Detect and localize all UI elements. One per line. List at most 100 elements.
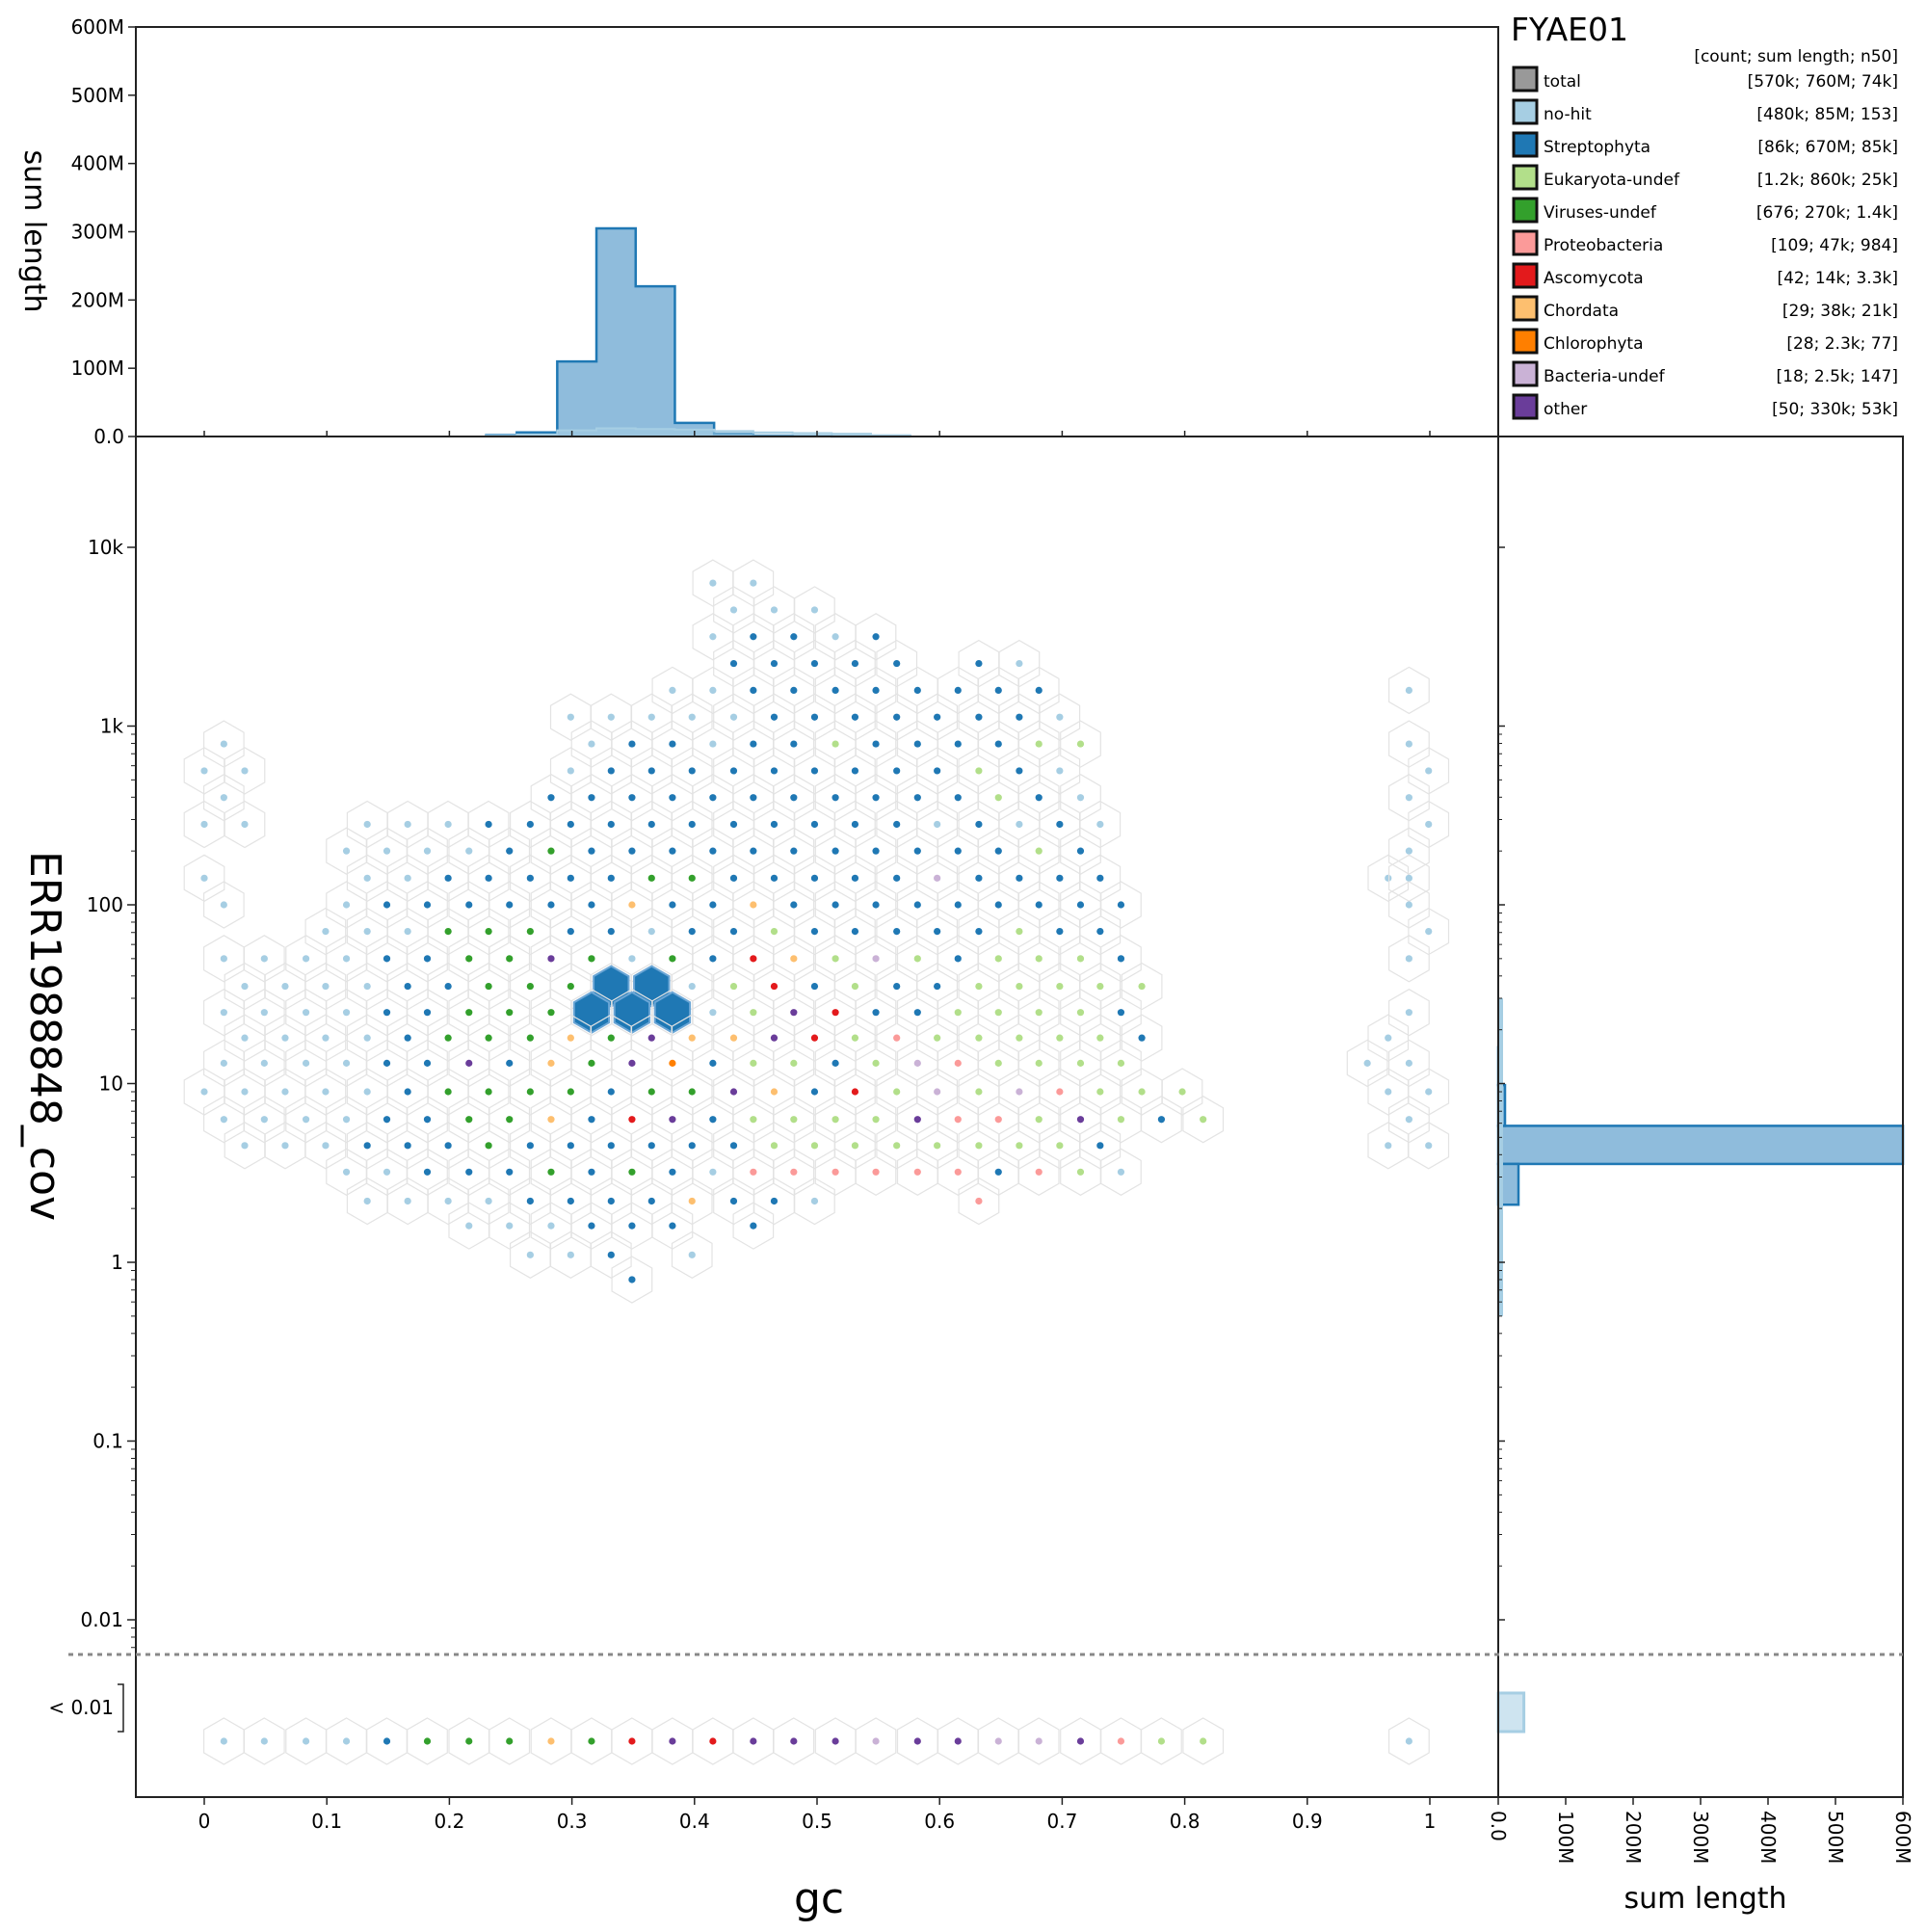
hex-marker	[709, 847, 717, 855]
hex-marker	[302, 955, 310, 963]
hex-marker	[404, 1197, 411, 1205]
hex-marker	[669, 1222, 676, 1230]
hex-marker	[934, 767, 941, 775]
hex-marker	[851, 659, 859, 668]
hex-marker	[709, 633, 717, 641]
hex-marker	[628, 901, 636, 909]
hex-marker	[383, 847, 391, 855]
hex-marker	[302, 1059, 310, 1067]
y-tick-label: 1	[111, 1251, 123, 1274]
hex-marker	[1138, 1088, 1146, 1096]
top-y-tick-label: 300M	[71, 221, 124, 244]
hex-marker	[647, 927, 655, 936]
hex-marker	[547, 1059, 555, 1067]
hex-marker	[832, 740, 839, 748]
hex-marker	[1425, 820, 1433, 829]
hex-marker	[790, 794, 798, 802]
hex-marker	[444, 820, 452, 829]
hex-marker	[975, 1034, 983, 1042]
hex-marker	[1056, 713, 1064, 721]
hex-cell	[224, 800, 266, 849]
hex-marker	[832, 794, 839, 802]
hex-marker	[465, 1059, 473, 1067]
hex-marker	[750, 794, 757, 802]
hex-marker	[1157, 1737, 1166, 1745]
hex-marker	[893, 713, 901, 721]
hex-marker	[851, 927, 859, 936]
hex-marker	[688, 1088, 696, 1096]
legend: FYAE01 [count; sum length; n50] total [570k…	[1511, 11, 1898, 420]
hex-marker	[423, 1168, 432, 1176]
hex-marker	[1035, 794, 1043, 802]
x-tick-label: 1	[1424, 1810, 1437, 1833]
hex-marker	[1076, 1116, 1085, 1124]
hex-marker	[893, 820, 901, 829]
hex-marker	[1035, 1009, 1043, 1017]
hex-marker	[485, 1088, 492, 1096]
legend-swatch	[1512, 295, 1539, 322]
hex-marker	[893, 927, 901, 936]
hex-marker	[647, 713, 655, 721]
hex-marker	[934, 1034, 941, 1042]
hex-marker	[1117, 1059, 1125, 1067]
hex-marker	[588, 1222, 595, 1230]
x-axis-label: gc	[794, 1874, 844, 1923]
hex-marker	[567, 1251, 574, 1258]
hex-marker	[363, 1142, 371, 1150]
hex-marker	[628, 740, 636, 748]
hex-marker	[342, 1116, 351, 1124]
legend-swatch	[1512, 393, 1539, 420]
hex-cell	[855, 989, 897, 1037]
hex-cell	[488, 1717, 531, 1765]
hex-marker	[1016, 659, 1023, 668]
hex-cell	[203, 881, 245, 929]
hex-marker	[709, 1168, 717, 1176]
hex-marker	[1425, 1142, 1433, 1150]
top-hist-streptophyta-area	[486, 227, 911, 437]
hex-cell	[1039, 747, 1081, 795]
hex-marker	[526, 1034, 534, 1042]
hex-marker	[810, 927, 819, 936]
hex-marker	[547, 794, 555, 802]
hex-marker	[588, 1059, 595, 1067]
hex-marker	[893, 982, 901, 991]
hex-marker	[444, 982, 452, 991]
hex-cell	[1367, 1014, 1410, 1062]
hex-marker	[485, 927, 492, 936]
hex-marker	[934, 927, 941, 936]
hex-marker	[729, 1034, 738, 1042]
hex-marker	[810, 659, 819, 668]
hex-marker	[260, 955, 268, 963]
hex-marker	[954, 847, 962, 855]
hex-marker	[994, 794, 1002, 802]
hex-marker	[729, 1142, 738, 1150]
hex-marker	[423, 1116, 432, 1124]
hex-marker	[444, 1197, 452, 1205]
right-hist-bar	[1496, 1125, 1905, 1166]
hex-marker	[954, 1168, 962, 1176]
hex-marker	[1076, 847, 1085, 855]
hex-marker	[404, 1142, 411, 1150]
hex-cell	[1017, 1717, 1060, 1765]
hex-marker	[526, 927, 534, 936]
hex-marker	[994, 901, 1002, 909]
legend-swatch	[1512, 98, 1539, 125]
hex-marker	[1405, 1737, 1412, 1745]
hex-marker	[954, 1737, 962, 1745]
hex-marker	[709, 1737, 717, 1745]
hex-marker	[770, 1088, 779, 1096]
hex-cell	[488, 1202, 531, 1250]
hex-marker	[810, 1197, 819, 1205]
hex-marker	[423, 847, 432, 855]
hex-marker	[404, 927, 411, 936]
hex-marker	[647, 1034, 655, 1042]
hex-cell	[243, 1717, 285, 1765]
hex-marker	[444, 1088, 452, 1096]
top-hist-no-hit	[485, 427, 911, 437]
hex-marker	[607, 874, 615, 882]
hex-marker	[790, 1009, 798, 1017]
main-plot-frame	[135, 436, 1499, 1798]
hex-marker	[709, 1009, 717, 1017]
hex-marker	[1405, 901, 1412, 909]
hex-cell	[1121, 1014, 1163, 1062]
